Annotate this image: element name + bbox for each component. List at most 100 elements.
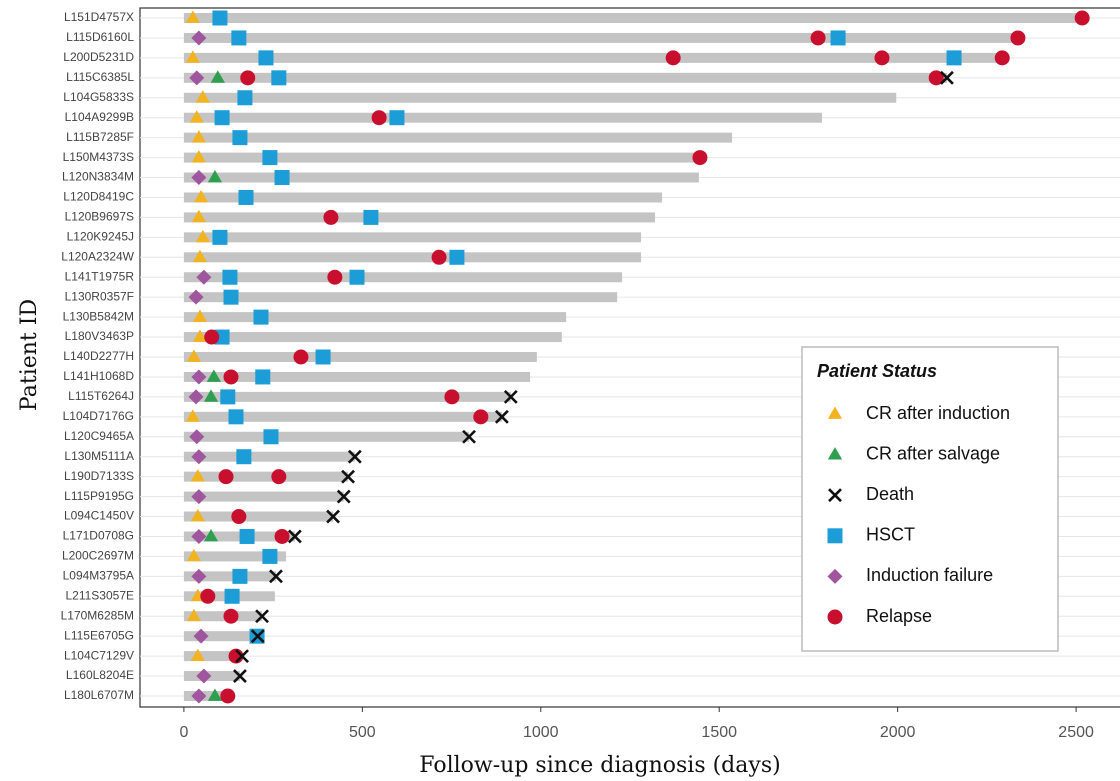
patient-id-label: L104D7176G [63,409,134,423]
event-marker [220,389,236,405]
event-marker [271,469,287,485]
event-marker [191,130,207,143]
event-marker [239,528,255,544]
legend-marker [827,568,843,584]
event-marker [224,588,240,604]
event-marker [196,269,212,285]
event-marker [214,110,230,126]
event-marker [347,449,362,464]
x-tick-label: 2000 [880,724,916,741]
event-marker [315,349,331,365]
event-marker [262,150,278,166]
event-marker [185,50,200,63]
event-marker [191,489,207,505]
event-marker [228,409,244,425]
event-marker [271,70,287,86]
duration-bar [183,192,663,203]
event-marker [186,608,202,622]
event-marker [195,90,210,103]
legend-title: Patient Status [817,361,937,381]
event-marker [200,588,216,604]
patient-id-label: L130M5111A [64,449,134,463]
event-marker [250,629,265,644]
duration-bar [183,32,1018,43]
legend-marker [827,447,843,460]
event-marker [235,649,249,664]
duration-bar [183,72,947,83]
x-tick-label: 0 [179,724,188,741]
event-marker [223,289,239,305]
event-marker [444,389,460,405]
patient-id-label: L200D5231D [63,50,134,64]
event-marker [349,269,365,285]
duration-bar [183,471,349,482]
patient-id-label: L140D2277H [63,349,134,363]
duration-bar [183,352,537,362]
legend-label: HSCT [866,525,915,545]
event-marker [236,449,252,465]
event-marker [191,30,207,46]
event-marker [212,10,228,26]
event-marker [233,669,247,683]
duration-bar [183,132,733,143]
event-marker [494,409,509,424]
event-marker [191,170,207,186]
event-marker [326,509,340,524]
event-marker [192,309,208,322]
patient-id-label: L160L8204E [66,668,134,682]
patient-id-label: L120B9697S [65,210,134,224]
x-tick-label: 1000 [523,724,559,741]
event-marker [191,150,207,163]
event-marker [231,30,247,46]
patient-id-label: L115D6160L [66,30,134,44]
duration-bar [183,391,511,402]
patient-id-label: L170M6285M [61,608,134,622]
event-marker [1010,30,1026,46]
patient-id-label: L141H1068D [63,369,134,383]
event-marker [692,150,708,166]
event-marker [928,70,944,86]
event-marker [186,548,202,562]
event-marker [191,528,207,544]
duration-bar [183,431,470,442]
duration-bar [183,451,355,462]
duration-bar [183,631,258,642]
duration-bar [183,152,700,163]
patient-id-label: L115E6705G [64,628,134,642]
event-marker [503,389,518,404]
x-axis-label: Follow-up since diagnosis (days) [419,753,780,778]
patient-id-label: L120A2324W [61,249,134,263]
x-tick-label: 500 [349,724,376,741]
event-marker [186,349,202,362]
legend-label: Induction failure [866,565,993,585]
event-marker [240,70,256,86]
event-marker [195,229,210,243]
event-marker [203,389,219,402]
event-marker [210,70,225,83]
patient-id-label: L180V3463P [65,329,134,343]
event-marker [473,409,489,425]
duration-bar [183,92,897,103]
event-marker [431,249,447,265]
event-marker [262,548,278,564]
event-marker [232,130,248,146]
duration-bar [183,671,240,682]
patient-id-label: L115B7285F [66,130,134,144]
patient-id-label: L104A9299B [65,110,134,124]
duration-bar [183,491,344,502]
event-marker [336,489,351,504]
patient-id-label: L190D7133S [64,469,134,483]
event-marker [191,449,207,465]
event-marker [255,369,271,385]
event-marker [191,688,207,704]
event-marker [371,110,387,126]
event-marker [190,509,205,522]
event-marker [287,529,302,544]
event-marker [323,209,339,225]
event-marker [188,389,204,405]
event-marker [269,569,283,584]
duration-bar [183,212,655,223]
y-axis-label: Patient ID [17,299,42,411]
duration-bar [183,571,276,582]
